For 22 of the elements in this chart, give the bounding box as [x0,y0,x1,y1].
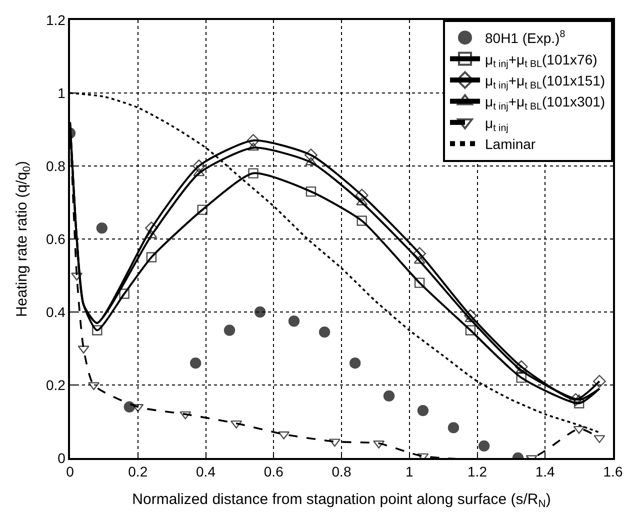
legend-label: μ$_{t inj}$+μ$_{t BL}$(101x76) [485,51,598,70]
x-tick-label: 1 [405,464,414,480]
y-tick-label: 0.6 [46,230,66,247]
legend-label: Laminar [485,136,536,152]
y-tick-label: 0.2 [46,376,66,393]
y-tick-label: 0.4 [46,304,66,320]
x-tick-label: 0.6 [264,464,284,480]
x-tick-label: 0.4 [196,464,216,480]
x-tick-label: 1.4 [535,464,556,480]
y-tick-label: 0.8 [46,158,66,174]
x-tick-label: 1.6 [603,464,623,480]
y-tick-label: 1 [58,84,66,101]
legend-label: μ$_{t inj}$+μ$_{t BL}$(101x151) [485,72,606,92]
legend-label: μ$_{t inj}$+μ$_{t BL}$(101x301) [485,94,606,113]
x-axis-title: Normalized distance from stagnation point along surface (s/R$_{N}$) [132,491,551,510]
x-tick-label: 0.2 [128,464,148,480]
y-tick-label: 0 [58,450,66,466]
x-tick-label: 1.2 [468,464,488,480]
legend-label: μ$_{t inj}$ [485,114,508,134]
y-tick-label: 1.2 [46,12,66,28]
legend-label: 80H1 (Exp.)$^{8}$ [485,29,566,46]
x-tick-label: 0.8 [332,464,352,480]
